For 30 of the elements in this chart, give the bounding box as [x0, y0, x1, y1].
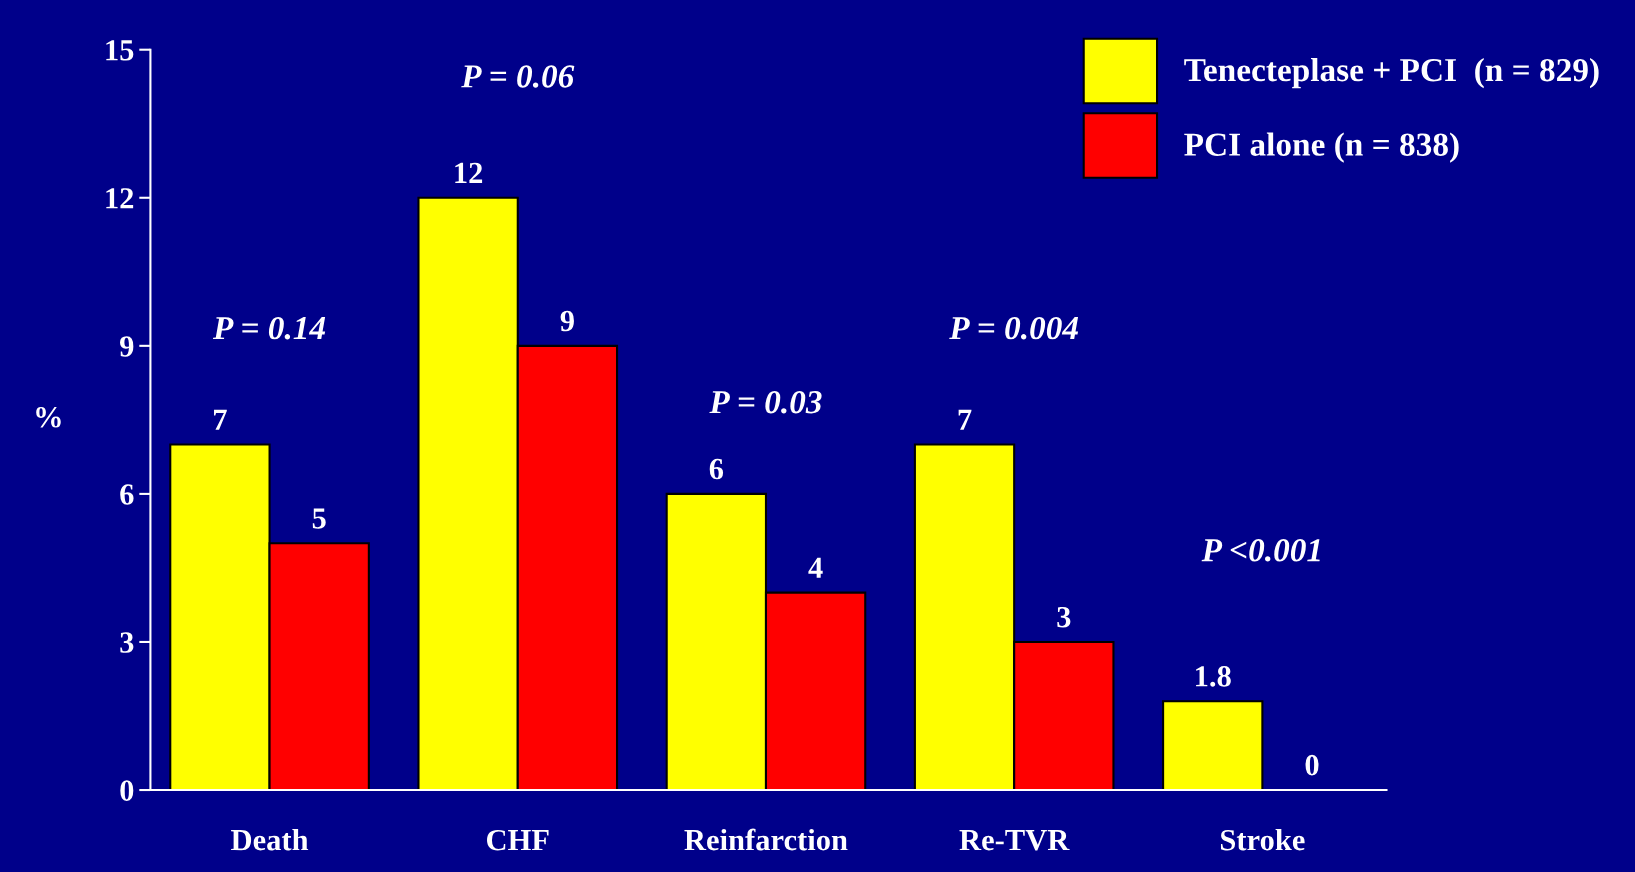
- x-tick-label: Death: [231, 828, 309, 851]
- data-label: 9: [560, 310, 574, 332]
- x-tick-label: Reinfarction: [684, 828, 848, 851]
- data-label: 7: [214, 409, 227, 430]
- data-label: 4: [808, 557, 823, 578]
- y-tick-label: 3: [120, 632, 134, 653]
- x-tick-label: Re-TVR: [959, 830, 1070, 851]
- x-tick-label: Stroke: [1220, 828, 1305, 851]
- y-tick-label: 0: [120, 780, 134, 801]
- y-tick-label: 9: [120, 336, 134, 357]
- annotation: P = 0.03: [709, 390, 822, 414]
- annotation: P = 0.06: [461, 65, 575, 88]
- annotation: P = 0.14: [212, 316, 326, 340]
- data-label: 5: [312, 508, 326, 529]
- y-axis-title: %: [36, 406, 61, 428]
- data-label: 6: [709, 458, 724, 480]
- legend-label: PCI alone (n = 838): [1184, 132, 1459, 163]
- bar: [1162, 700, 1264, 791]
- y-tick-label: 6: [120, 484, 134, 505]
- data-label: 7: [958, 409, 972, 430]
- data-label: 3: [1057, 606, 1071, 628]
- annotation: P = 0.004: [949, 316, 1079, 340]
- legend-label: Tenecteplase + PCI (n = 829): [1184, 57, 1599, 89]
- y-tick-label: 12: [106, 188, 134, 209]
- y-tick-label: 15: [106, 40, 134, 61]
- x-tick-label: CHF: [487, 829, 549, 851]
- data-label: 1.8: [1196, 666, 1231, 687]
- data-label: 0: [1305, 754, 1319, 776]
- annotation: P <0.001: [1201, 538, 1320, 562]
- data-label: 12: [455, 162, 483, 183]
